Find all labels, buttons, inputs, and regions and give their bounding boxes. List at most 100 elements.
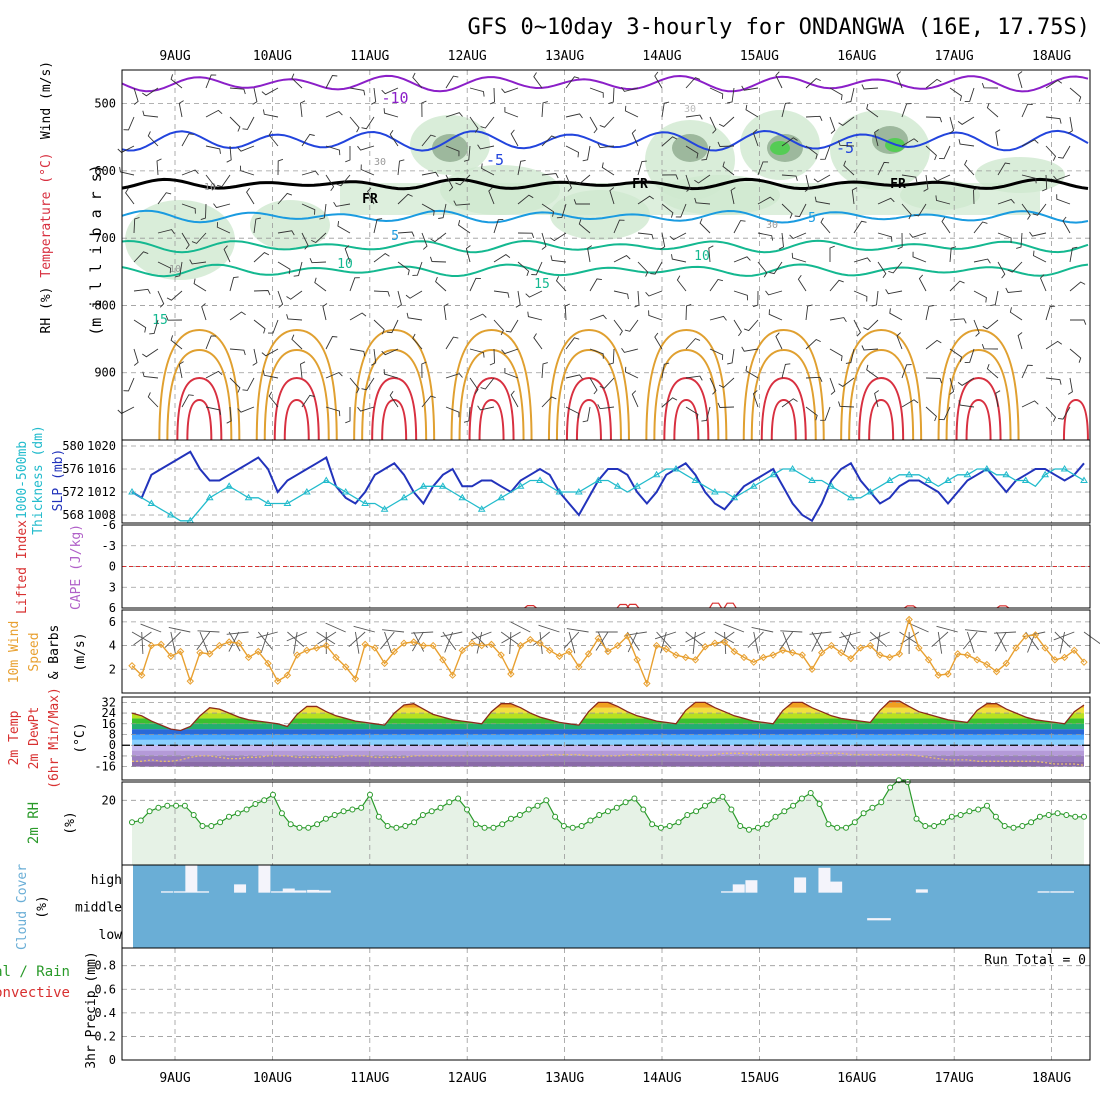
wind-barb-icon bbox=[374, 291, 390, 297]
wind-barb-icon bbox=[727, 349, 734, 364]
rh2m-point bbox=[491, 825, 496, 830]
cloud-gap bbox=[1038, 891, 1050, 892]
isotherm-arch bbox=[664, 378, 708, 440]
cloud-gap bbox=[307, 890, 319, 893]
wind-barb-icon bbox=[350, 349, 365, 356]
wind-barb-icon bbox=[142, 349, 158, 357]
wind-barb-icon bbox=[994, 632, 1016, 633]
rh2m-point bbox=[420, 813, 425, 818]
wind-barb-icon bbox=[253, 349, 257, 365]
rh2m-point bbox=[429, 809, 434, 814]
precip-frame bbox=[122, 948, 1090, 1060]
wind-barb-icon bbox=[963, 632, 977, 649]
wind-barb-icon bbox=[230, 312, 246, 320]
x-tick-label-bottom: 11AUG bbox=[350, 1071, 389, 1086]
wind-barb-icon bbox=[200, 632, 208, 653]
contour-label: 30 bbox=[684, 104, 696, 115]
wind-barb-icon bbox=[384, 369, 398, 378]
temp-band bbox=[122, 724, 1090, 729]
cloud-gap bbox=[161, 891, 173, 892]
rh2m-point bbox=[676, 820, 681, 825]
x-tick-label-bottom: 10AUG bbox=[253, 1071, 292, 1086]
wind-barb-icon bbox=[862, 346, 878, 351]
wind-barb-icon bbox=[478, 406, 494, 410]
wind-barb-icon bbox=[141, 624, 162, 632]
wind-barb-icon bbox=[854, 221, 867, 233]
thickness-label: 1000-500mb bbox=[15, 441, 30, 519]
temp-band bbox=[122, 751, 1090, 756]
wind-barb-icon bbox=[686, 339, 700, 349]
rh2m-point bbox=[694, 809, 699, 814]
temp2m-label-2: 2m DewPt bbox=[27, 707, 42, 770]
lifted-index-label: Lifted Index bbox=[15, 520, 30, 614]
x-tick-label-bottom: 9AUG bbox=[159, 1071, 190, 1086]
wind-barb-icon bbox=[792, 253, 806, 262]
isotherm-arch bbox=[1064, 400, 1088, 440]
wind-barb-icon bbox=[950, 88, 962, 101]
wind-barb-icon bbox=[494, 320, 503, 335]
rh2m-point bbox=[526, 807, 531, 812]
wind-barb-icon bbox=[158, 291, 164, 307]
rh2m-point bbox=[544, 798, 549, 803]
wind-barb-icon bbox=[783, 632, 791, 653]
rh-shade-high bbox=[770, 141, 790, 155]
cloud-gap bbox=[916, 889, 928, 892]
cloud-gap bbox=[174, 891, 186, 892]
rh2m-point bbox=[341, 809, 346, 814]
rh2m-point bbox=[1020, 824, 1025, 829]
wind-barb-icon bbox=[569, 632, 575, 653]
wind-barb-icon bbox=[686, 304, 691, 320]
isotherm-arch bbox=[967, 400, 991, 440]
cloud-gap bbox=[745, 880, 757, 892]
wind-barb-icon bbox=[958, 117, 974, 124]
rh2m-point bbox=[130, 820, 135, 825]
wind-barb-icon bbox=[143, 111, 158, 117]
wind-barb-icon bbox=[494, 291, 509, 298]
wind-barb-icon bbox=[830, 318, 846, 322]
wind-barb-icon bbox=[134, 349, 138, 366]
y-tick-label: 1012 bbox=[87, 485, 116, 499]
wind-barb-icon bbox=[662, 398, 677, 407]
contour-label: 5 bbox=[391, 229, 399, 244]
wind-barb-icon bbox=[983, 320, 998, 329]
wind-barb-icon bbox=[326, 337, 337, 350]
wind-barb-icon bbox=[590, 117, 597, 133]
wind-barb-icon bbox=[227, 407, 232, 423]
rh2m-point bbox=[835, 825, 840, 830]
y-tick-label: 32 bbox=[102, 695, 116, 709]
rh2m-point bbox=[403, 824, 408, 829]
rh2m-point bbox=[1046, 813, 1051, 818]
rh2m-point bbox=[147, 809, 152, 814]
wind-barb-icon bbox=[528, 312, 542, 320]
wind-barb-icon bbox=[240, 166, 254, 175]
wind-barb-icon bbox=[169, 627, 190, 632]
wind-barb-icon bbox=[134, 320, 146, 333]
wind-barb-icon bbox=[534, 334, 542, 350]
wind-barb-icon bbox=[565, 304, 570, 320]
wind-barb-icon bbox=[254, 253, 269, 262]
wind-barb-icon bbox=[206, 75, 216, 88]
wind-barb-icon bbox=[867, 365, 878, 378]
contour-label: FR bbox=[632, 177, 648, 192]
wind-barb-icon bbox=[776, 333, 782, 349]
wind-barb-icon bbox=[598, 404, 614, 408]
wind-barb-icon bbox=[910, 233, 927, 237]
wind-barb-icon bbox=[206, 110, 222, 117]
rh2m-point bbox=[791, 803, 796, 808]
slp-frame bbox=[122, 440, 1090, 523]
rh2m-point bbox=[579, 824, 584, 829]
cloud-level-label: low bbox=[99, 928, 123, 943]
wind-barb-icon bbox=[1041, 275, 1047, 291]
cloud-gap bbox=[283, 889, 295, 893]
temp-band bbox=[122, 745, 1090, 750]
wind-barb-icon bbox=[124, 378, 135, 391]
wind-barb-icon bbox=[382, 630, 404, 632]
rh2m-point bbox=[1082, 814, 1087, 819]
wind-barb-icon bbox=[734, 320, 741, 336]
rh2m-point bbox=[914, 816, 919, 821]
contour-label: 30 bbox=[766, 220, 778, 231]
wind-barb-icon bbox=[350, 313, 366, 320]
rh2m-point bbox=[138, 818, 143, 823]
thickness-point bbox=[129, 489, 135, 494]
